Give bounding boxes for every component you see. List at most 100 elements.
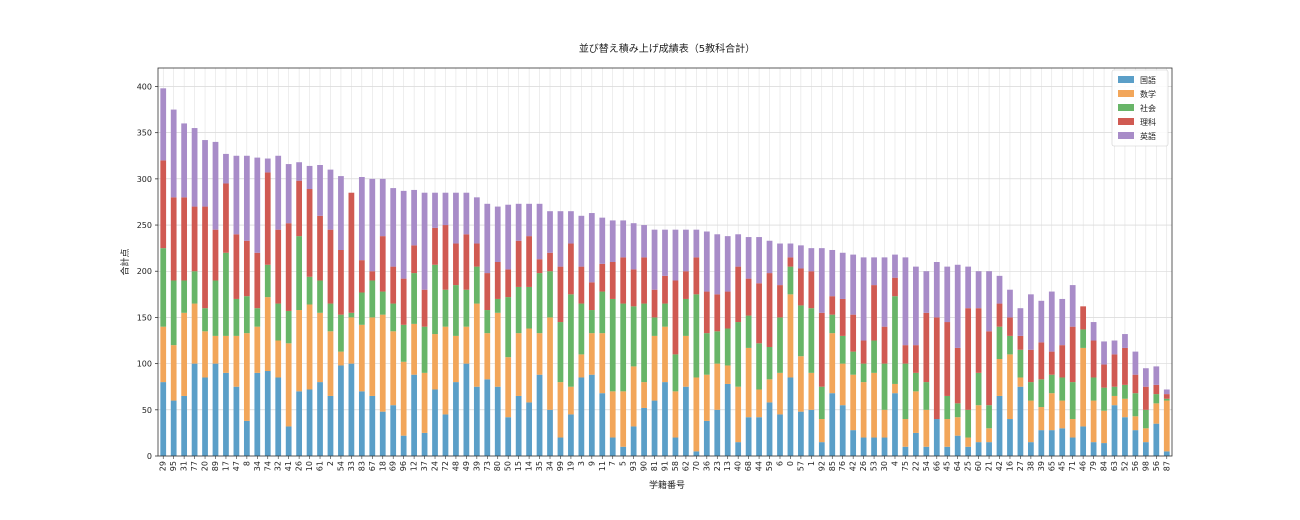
x-tick-label: 5 [619, 461, 628, 466]
bar-segment [547, 252, 553, 272]
bar-segment [975, 405, 982, 443]
x-tick-label: 66 [932, 461, 941, 471]
bar-segment [662, 275, 668, 304]
bar-segment [1153, 366, 1160, 385]
x-tick-label: 80 [493, 461, 502, 471]
x-tick-label: 87 [1162, 461, 1171, 471]
bar-segment [1059, 428, 1066, 456]
bar-segment [1163, 389, 1170, 395]
bar-segment [494, 312, 501, 387]
bar-segment [1038, 300, 1045, 343]
bar-segment [453, 243, 459, 286]
x-tick-label: 39 [472, 461, 481, 471]
bar-segment [432, 227, 438, 265]
bar-segment [223, 335, 229, 373]
x-tick-label: 12 [410, 461, 419, 471]
bar-segment [933, 317, 940, 420]
bar-segment [902, 257, 909, 346]
bar-segment [1017, 308, 1024, 336]
bar-segment [1142, 442, 1149, 456]
bar-segment [463, 234, 470, 290]
bar-segment [902, 419, 909, 447]
y-tick-label: 250 [137, 221, 152, 230]
bar-segment [1059, 377, 1066, 401]
bar-segment [588, 213, 595, 283]
bar-segment [662, 303, 668, 327]
bar-segment [296, 310, 302, 392]
bar-segment [411, 374, 417, 456]
bar-segment [505, 204, 512, 270]
x-tick-label: 67 [368, 461, 377, 471]
bar-segment [735, 322, 742, 387]
bar-segment [986, 331, 992, 406]
bar-segment [254, 157, 261, 253]
bar-segment [296, 162, 302, 181]
x-tick-label: 69 [389, 461, 398, 471]
bar-segment [808, 308, 815, 373]
bar-segment [484, 333, 491, 380]
bar-segment [1007, 335, 1013, 355]
bar-segment [170, 280, 177, 346]
bar-segment [714, 294, 721, 332]
bar-segment [306, 304, 313, 390]
bar-segment [745, 278, 752, 316]
bar-segment [913, 432, 919, 456]
x-tick-label: 74 [263, 461, 272, 471]
bar-segment [1028, 349, 1034, 383]
x-tick-label: 56 [1152, 461, 1161, 471]
y-tick-label: 150 [137, 313, 152, 322]
bar-segment [735, 386, 742, 443]
bar-segment [275, 229, 282, 304]
x-tick-label: 89 [211, 461, 220, 471]
bar-segment [913, 345, 919, 373]
bar-segment [275, 340, 282, 378]
bar-segment [348, 312, 355, 318]
bar-segment [191, 128, 198, 207]
bar-segment [400, 361, 407, 436]
bar-segment [954, 417, 961, 436]
bar-segment [442, 326, 449, 415]
bar-segment [390, 405, 397, 456]
bar-segment [672, 437, 679, 456]
bar-segment [1007, 289, 1013, 318]
bar-segment [902, 345, 909, 364]
bar-segment [902, 363, 909, 420]
bar-segment [818, 248, 825, 313]
bar-segment [975, 271, 982, 309]
bar-segment [609, 262, 616, 299]
bar-segment [609, 437, 616, 456]
bar-segment [683, 271, 689, 299]
x-tick-label: 72 [441, 461, 450, 471]
bar-segment [254, 326, 261, 373]
bar-segment [1090, 400, 1097, 443]
bar-segment [609, 220, 616, 262]
bar-segment [630, 366, 637, 427]
bar-segment [515, 286, 522, 334]
x-tick-label: 81 [650, 461, 659, 471]
bar-segment [568, 294, 574, 387]
bar-segment [662, 326, 668, 383]
bar-segment [1048, 393, 1055, 431]
bar-segment [505, 417, 512, 456]
bar-segment [1028, 382, 1034, 401]
bar-segment [662, 229, 668, 276]
bar-segment [996, 303, 1003, 327]
bar-segment [1122, 417, 1128, 456]
bar-segment [170, 400, 177, 456]
bar-segment [714, 363, 721, 410]
bar-segment [160, 326, 167, 383]
bar-segment [515, 333, 522, 396]
bar-segment [588, 374, 595, 456]
bar-segment [411, 273, 417, 324]
bar-segment [986, 271, 992, 332]
legend-swatch [1118, 118, 1134, 125]
bar-segment [620, 391, 627, 447]
bar-segment [996, 359, 1003, 396]
legend-swatch [1118, 76, 1134, 83]
bar-segment [494, 298, 501, 313]
bar-segment [599, 333, 606, 394]
bar-segment [432, 192, 438, 228]
bar-segment [651, 400, 658, 456]
bar-segment [212, 280, 219, 336]
bar-segment [547, 271, 553, 318]
